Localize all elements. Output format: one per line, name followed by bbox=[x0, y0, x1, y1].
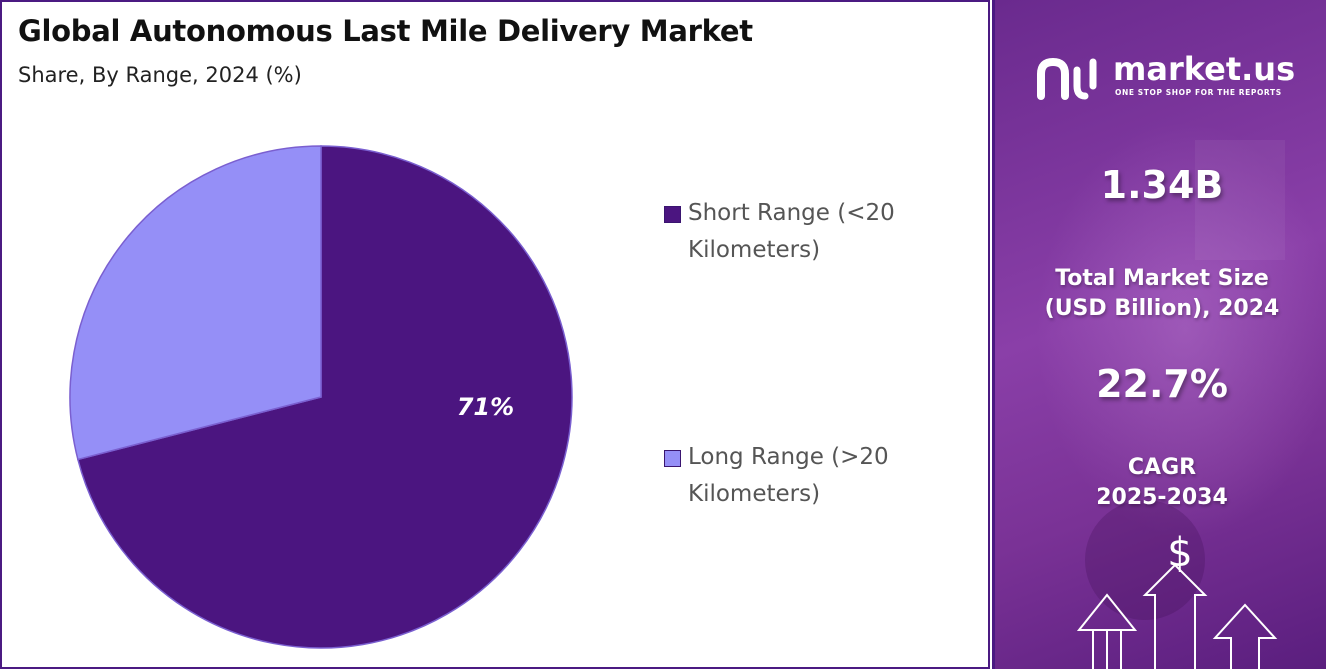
brand-tagline: ONE STOP SHOP FOR THE REPORTS bbox=[1115, 88, 1282, 97]
pie-slice-short-range bbox=[76, 145, 573, 649]
legend-swatch-long-range bbox=[664, 450, 681, 467]
legend-label-short-range: Short Range (<20 Kilometers) bbox=[688, 200, 895, 263]
up-arrow-icon bbox=[1076, 593, 1138, 669]
summary-panel: $ market.us ONE STOP SHOP FOR THE REPORT… bbox=[992, 0, 1326, 669]
up-arrow-icon bbox=[1212, 603, 1278, 669]
market-us-logo-icon bbox=[1037, 57, 1097, 100]
market-size-label-line1: Total Market Size bbox=[1055, 266, 1269, 291]
pie-chart: 71% bbox=[69, 145, 573, 649]
background-glow bbox=[1035, 120, 1326, 540]
bg-document-shape bbox=[1195, 140, 1285, 260]
pie-data-label-short-range: 71% bbox=[457, 393, 514, 421]
brand: market.us ONE STOP SHOP FOR THE REPORTS bbox=[1035, 50, 1315, 110]
growth-decoration: $ bbox=[1076, 140, 1285, 669]
chart-panel: Global Autonomous Last Mile Delivery Mar… bbox=[0, 0, 990, 669]
legend-item-short-range: Short Range (<20 Kilometers) bbox=[662, 195, 962, 269]
legend-label-long-range: Long Range (>20 Kilometers) bbox=[688, 444, 889, 507]
legend-swatch-short-range bbox=[664, 206, 681, 223]
market-size-value: 1.34B bbox=[1100, 163, 1224, 207]
pie-slice-long-range bbox=[69, 145, 322, 461]
legend-item-long-range: Long Range (>20 Kilometers) bbox=[662, 439, 962, 513]
cagr-value: 22.7% bbox=[1096, 362, 1228, 406]
cagr-label-line1: CAGR bbox=[1127, 455, 1197, 480]
brand-name: market.us bbox=[1113, 50, 1296, 88]
bg-coffee-cup-shape bbox=[1085, 500, 1205, 620]
chart-legend: Short Range (<20 Kilometers) Long Range … bbox=[662, 195, 962, 513]
cagr-label-line2: 2025-2034 bbox=[1096, 485, 1228, 510]
up-arrow-icon bbox=[1142, 563, 1208, 669]
chart-title: Global Autonomous Last Mile Delivery Mar… bbox=[18, 14, 753, 48]
market-size-label-line2: (USD Billion), 2024 bbox=[1044, 296, 1280, 321]
chart-subtitle: Share, By Range, 2024 (%) bbox=[18, 63, 302, 87]
arrow-shaft-left bbox=[1092, 630, 1122, 669]
